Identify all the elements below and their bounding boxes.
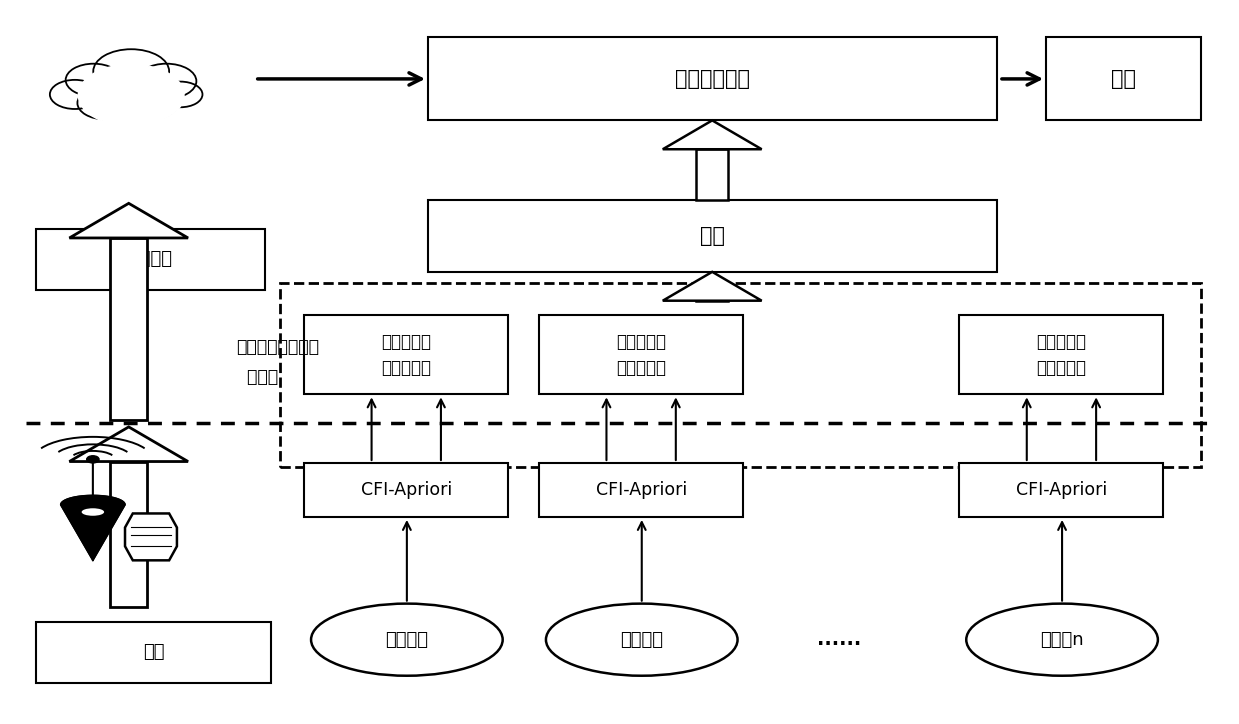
FancyBboxPatch shape [696,282,729,300]
FancyBboxPatch shape [959,463,1163,517]
Text: 频繁项集和
非频繁项集: 频繁项集和 非频繁项集 [616,332,667,377]
Text: 雾节点二: 雾节点二 [621,631,663,649]
FancyBboxPatch shape [1046,38,1201,120]
Circle shape [93,49,170,93]
FancyBboxPatch shape [305,463,508,517]
Text: CFI-Apriori: CFI-Apriori [1016,481,1108,499]
Text: 雾节点n: 雾节点n [1041,631,1084,649]
Circle shape [136,64,196,98]
Polygon shape [61,495,125,560]
Ellipse shape [82,508,104,515]
FancyBboxPatch shape [110,461,147,607]
Circle shape [87,456,99,463]
FancyBboxPatch shape [280,282,1201,466]
Text: 云服务层: 云服务层 [129,251,172,268]
Polygon shape [663,272,762,300]
Circle shape [77,87,134,119]
FancyBboxPatch shape [427,38,996,120]
Text: CFI-Apriori: CFI-Apriori [596,481,686,499]
FancyBboxPatch shape [36,229,265,290]
FancyBboxPatch shape [36,622,271,683]
FancyBboxPatch shape [427,200,996,272]
Text: 频繁项集和
非频繁项集: 频繁项集和 非频繁项集 [1037,332,1087,377]
FancyBboxPatch shape [539,315,743,395]
Text: 由雾发送到云的原
  始数据: 由雾发送到云的原 始数据 [237,338,320,386]
Text: 频繁项集和
非频繁项集: 频繁项集和 非频繁项集 [382,332,431,377]
FancyBboxPatch shape [305,315,508,395]
Polygon shape [125,513,177,560]
Polygon shape [69,427,188,461]
FancyBboxPatch shape [110,238,147,420]
FancyBboxPatch shape [696,149,729,200]
Polygon shape [663,120,762,149]
Ellipse shape [546,604,737,675]
Circle shape [159,82,202,107]
Circle shape [78,64,185,126]
Circle shape [66,64,121,96]
Circle shape [50,80,100,109]
Text: 雾层: 雾层 [142,644,165,661]
Text: 度量: 度量 [1110,69,1136,89]
FancyBboxPatch shape [959,315,1163,395]
Text: ......: ...... [818,630,861,649]
Polygon shape [69,203,188,238]
Circle shape [103,85,159,118]
Text: CFI-Apriori: CFI-Apriori [361,481,452,499]
Text: 去重: 去重 [700,226,725,245]
Text: 关联后的数据: 关联后的数据 [675,69,750,89]
FancyBboxPatch shape [539,463,743,517]
Ellipse shape [311,604,503,675]
Ellipse shape [966,604,1158,675]
Text: 雾节点一: 雾节点一 [385,631,429,649]
Circle shape [128,90,177,119]
